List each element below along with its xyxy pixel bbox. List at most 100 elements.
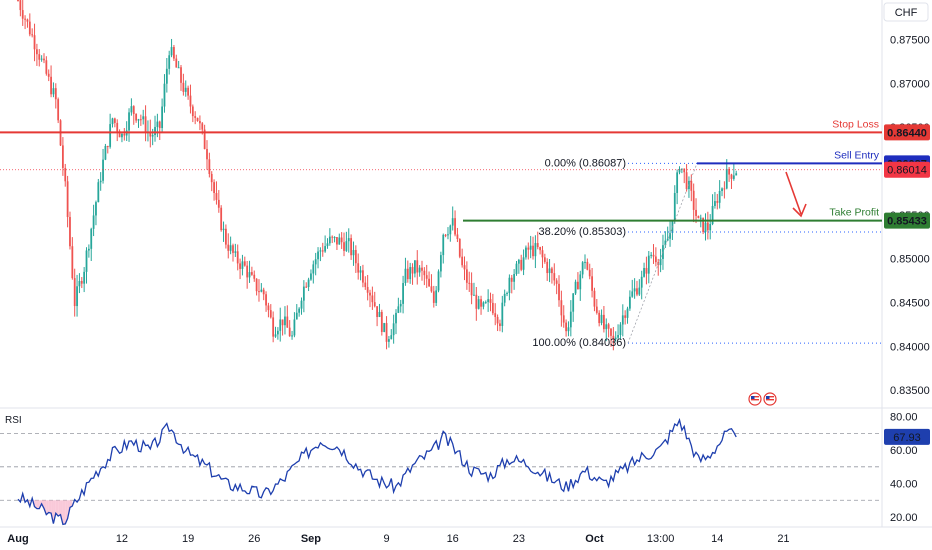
candle-body <box>97 182 100 203</box>
candle-body <box>383 323 386 332</box>
candle-body <box>173 47 175 59</box>
candle-body <box>607 324 610 329</box>
candle-body <box>650 254 653 256</box>
candle-body <box>189 95 192 107</box>
candle-body <box>378 311 381 317</box>
candle-body <box>272 317 275 337</box>
candle-body <box>480 299 482 307</box>
rsi-oversold-fill <box>43 500 47 515</box>
candle-body <box>269 310 272 318</box>
candle-body <box>465 269 468 283</box>
candle-body <box>118 131 121 138</box>
candle-body <box>203 129 206 150</box>
currency-badge[interactable] <box>883 2 929 22</box>
time-axis-ticks: Aug 12 19 26 Sep 9 16 23 Oct 13:00 14 21 <box>7 533 789 545</box>
candle-body <box>676 172 679 193</box>
rsi-oversold-fill <box>51 500 54 524</box>
candle-body <box>50 76 52 95</box>
candle-body <box>243 261 246 266</box>
candle-body <box>654 256 657 263</box>
time-tick-label: 9 <box>383 533 389 545</box>
candle-body <box>494 313 497 317</box>
fib-trend-line <box>627 163 698 344</box>
rsi-tick-label: 40.00 <box>890 479 918 491</box>
candle-body <box>534 243 537 257</box>
candle-body <box>196 117 199 122</box>
candle-body <box>113 118 116 123</box>
candle-body <box>551 268 553 274</box>
candle-body <box>621 315 624 325</box>
candle-body <box>470 283 473 296</box>
candle-body <box>24 18 26 20</box>
candle-body <box>468 282 471 284</box>
candle-body <box>293 319 296 336</box>
candle-body <box>154 126 156 136</box>
us-flag-icon[interactable] <box>763 392 777 406</box>
candle-body <box>444 234 447 236</box>
candle-body <box>714 201 716 206</box>
candle-body <box>19 0 22 11</box>
candle-body <box>709 224 712 231</box>
candle-body <box>626 308 629 318</box>
candle-body <box>610 328 612 336</box>
candle-body <box>142 116 145 120</box>
time-tick-label: 26 <box>248 533 260 545</box>
candle-body <box>716 201 719 203</box>
candle-body <box>725 168 728 189</box>
candle-body <box>258 291 260 293</box>
candle-body <box>414 260 416 274</box>
candle-body <box>598 312 601 324</box>
candle-body <box>314 259 317 265</box>
candle-body <box>421 267 423 271</box>
candle-body <box>371 295 374 303</box>
rsi-title: RSI <box>5 415 22 426</box>
candle-body <box>638 287 641 295</box>
candle-body <box>449 225 452 235</box>
price-tick-label: 0.87000 <box>890 78 930 90</box>
candle-body <box>647 255 650 274</box>
candle-body <box>366 286 369 293</box>
candle-body <box>501 302 504 326</box>
candle-body <box>402 283 404 304</box>
fibonacci-retracement[interactable]: 0.00% (0.86087) 38.20% (0.85303) 100.00% (… <box>532 157 882 349</box>
candle-body <box>388 339 390 342</box>
candle-body <box>392 323 395 336</box>
candle-body <box>723 188 726 190</box>
candle-body <box>312 264 315 274</box>
candle-body <box>326 243 329 247</box>
candle-body <box>603 314 605 330</box>
fib-level-label: 100.00% (0.84036) <box>532 337 626 349</box>
candle-body <box>121 133 123 138</box>
candle-body <box>406 268 409 280</box>
candle-body <box>302 286 305 301</box>
candle-body <box>199 121 201 124</box>
candle-body <box>510 277 513 282</box>
candle-body <box>128 112 130 131</box>
candle-body <box>652 254 655 257</box>
candle-body <box>633 288 636 292</box>
candle-body <box>92 215 95 229</box>
candle-body <box>340 237 343 243</box>
candle-body <box>139 119 142 121</box>
rsi-oversold-fill <box>62 500 66 525</box>
candle-body <box>506 293 508 295</box>
candle-body <box>220 207 223 231</box>
candle-body <box>137 119 140 121</box>
candle-body <box>236 251 239 264</box>
candle-body <box>669 232 671 239</box>
candle-body <box>631 291 634 297</box>
candle-body <box>151 135 154 137</box>
candle-body <box>106 146 109 148</box>
currency-label: CHF <box>895 7 918 19</box>
candle-body <box>291 335 293 337</box>
us-flag-icon[interactable] <box>748 392 762 406</box>
candle-body <box>54 88 57 100</box>
candle-body <box>345 241 348 251</box>
candle-body <box>475 294 478 309</box>
candle-body <box>135 113 138 121</box>
candle-body <box>298 308 301 313</box>
candle-body <box>553 273 556 281</box>
rsi-oversold-fill <box>46 500 49 515</box>
